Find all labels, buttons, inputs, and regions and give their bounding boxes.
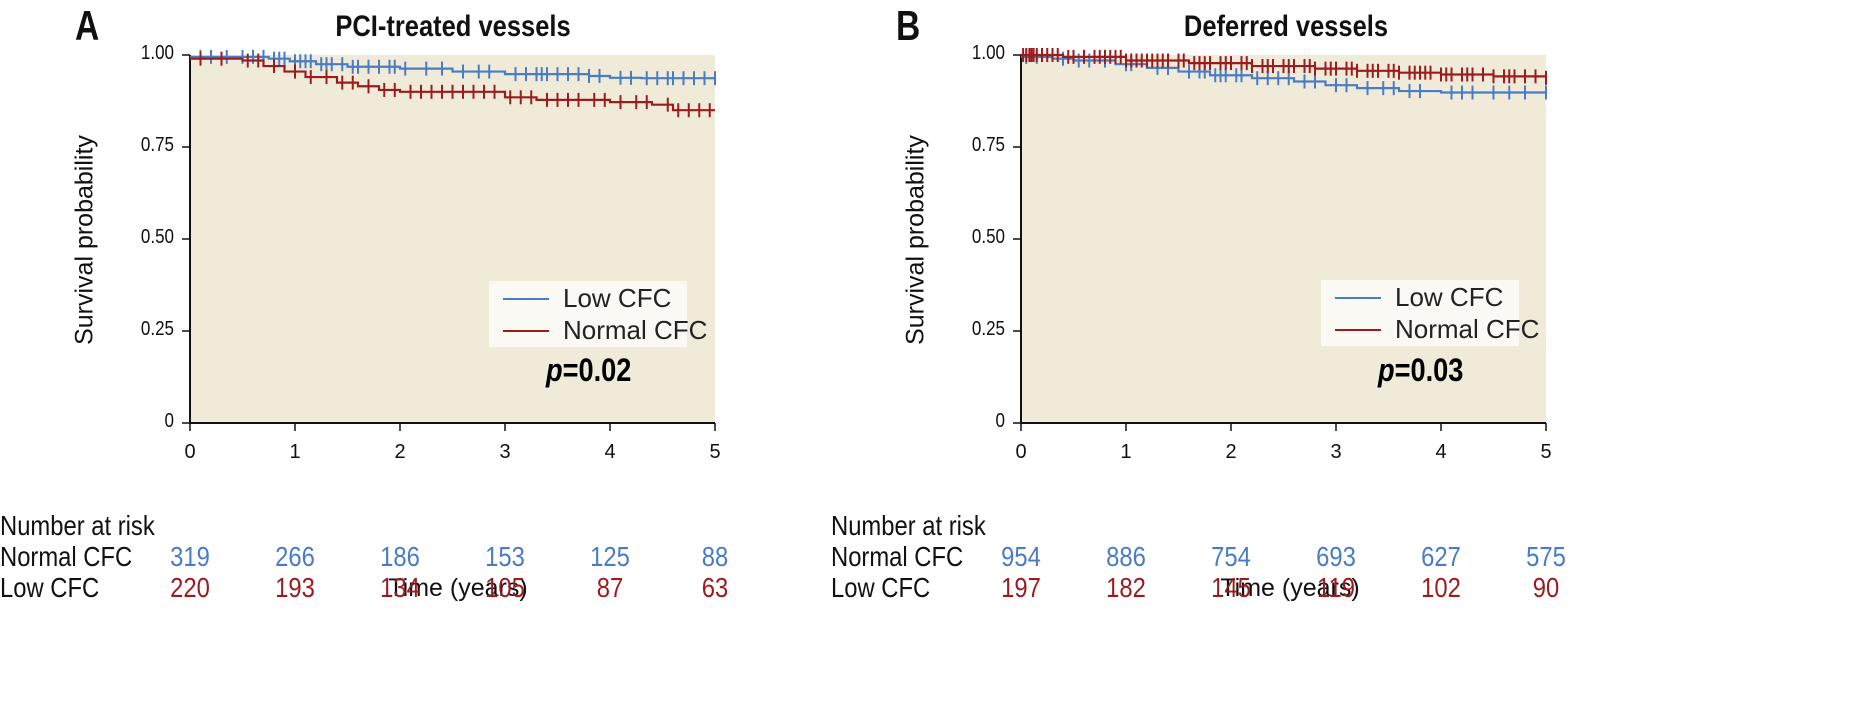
legend-label: Normal CFC xyxy=(563,315,708,345)
legend-label: Low CFC xyxy=(1395,282,1504,312)
legend-swatch xyxy=(503,298,549,300)
y-tick-label: 0 xyxy=(995,410,1005,432)
chart-b-svg xyxy=(1013,48,1548,431)
x-axis-label: Time (years) xyxy=(1220,574,1360,602)
p-symbol: p xyxy=(1378,352,1395,388)
x-tick-label: 2 xyxy=(1225,441,1237,463)
risk-value: 627 xyxy=(1421,541,1461,572)
plot-area xyxy=(1021,55,1546,423)
risk-value: 102 xyxy=(1421,572,1461,603)
chart-title: PCI-treated vessels xyxy=(335,10,571,43)
risk-row-label: Low CFC xyxy=(0,572,100,603)
chart-a-svg xyxy=(182,49,716,431)
legend: Low CFC Normal CFC xyxy=(1321,280,1539,346)
y-tick-label: 0.50 xyxy=(140,226,174,248)
risk-value: 886 xyxy=(1106,541,1146,572)
risk-value: 220 xyxy=(170,572,210,603)
p-symbol: p xyxy=(546,352,563,388)
y-tick-label: 0.25 xyxy=(140,318,174,340)
risk-table-heading: Number at risk xyxy=(0,510,155,541)
chart-title: Deferred vessels xyxy=(1183,10,1389,43)
risk-value: 134 xyxy=(380,572,420,603)
legend-swatch xyxy=(1335,297,1381,299)
x-tick-label: 5 xyxy=(709,441,721,463)
risk-table-heading: Number at risk xyxy=(831,510,986,541)
legend-swatch xyxy=(503,330,549,332)
x-tick-label: 5 xyxy=(1540,441,1552,463)
y-tick-label: 0 xyxy=(164,410,174,432)
y-tick-label: 0.25 xyxy=(971,318,1005,340)
risk-value: 63 xyxy=(701,572,729,603)
risk-row-label: Normal CFC xyxy=(831,541,964,572)
risk-row-label: Normal CFC xyxy=(0,541,133,572)
km-curve-low-cfc xyxy=(1021,55,1546,94)
x-tick-label: 0 xyxy=(184,441,196,463)
x-tick-label: 1 xyxy=(289,441,301,463)
x-tick-label: 2 xyxy=(394,441,406,463)
legend-label: Normal CFC xyxy=(1395,314,1540,344)
legend-label: Low CFC xyxy=(563,283,672,313)
risk-value: 754 xyxy=(1211,541,1251,572)
y-tick-label: 0.75 xyxy=(971,134,1005,156)
panel-a: A PCI-treated vessels Survival probabili… xyxy=(0,0,934,720)
risk-value: 193 xyxy=(275,572,315,603)
p-value: p=0.03 xyxy=(1378,352,1463,389)
risk-value: 266 xyxy=(275,541,315,572)
y-tick-label: 1.00 xyxy=(140,42,174,64)
plot-area xyxy=(190,55,715,423)
y-axis-label: Survival probability xyxy=(901,135,930,345)
x-tick-label: 3 xyxy=(1330,441,1342,463)
risk-value: 954 xyxy=(1001,541,1041,572)
risk-value: 693 xyxy=(1316,541,1356,572)
risk-value: 90 xyxy=(1532,572,1560,603)
y-tick-label: 1.00 xyxy=(971,42,1005,64)
risk-value: 145 xyxy=(1211,572,1251,603)
panel-letter: B xyxy=(896,2,921,49)
risk-row-label: Low CFC xyxy=(831,572,931,603)
x-axis-label: Time (years) xyxy=(388,574,528,602)
panel-b: B Deferred vessels Survival probability … xyxy=(831,0,1765,720)
x-tick-label: 4 xyxy=(604,441,616,463)
risk-value: 105 xyxy=(485,572,525,603)
risk-value: 125 xyxy=(590,541,630,572)
p-value-text: =0.03 xyxy=(1394,352,1464,388)
y-axis-label: Survival probability xyxy=(70,135,99,345)
x-tick-label: 1 xyxy=(1120,441,1132,463)
p-value-text: =0.02 xyxy=(562,352,632,388)
risk-value: 575 xyxy=(1526,541,1566,572)
risk-value: 319 xyxy=(170,541,210,572)
risk-value: 119 xyxy=(1317,572,1355,603)
legend-swatch xyxy=(1335,329,1381,331)
x-tick-label: 0 xyxy=(1015,441,1027,463)
y-tick-label: 0.75 xyxy=(140,134,174,156)
panel-letter: A xyxy=(75,2,100,49)
p-value: p=0.02 xyxy=(546,352,631,389)
risk-value: 88 xyxy=(701,541,729,572)
risk-value: 87 xyxy=(596,572,624,603)
risk-value: 182 xyxy=(1106,572,1146,603)
x-tick-label: 4 xyxy=(1435,441,1447,463)
risk-value: 153 xyxy=(485,541,525,572)
risk-value: 186 xyxy=(380,541,420,572)
legend: Low CFC Normal CFC xyxy=(489,281,707,347)
risk-value: 197 xyxy=(1001,572,1041,603)
x-tick-label: 3 xyxy=(499,441,511,463)
y-tick-label: 0.50 xyxy=(971,226,1005,248)
